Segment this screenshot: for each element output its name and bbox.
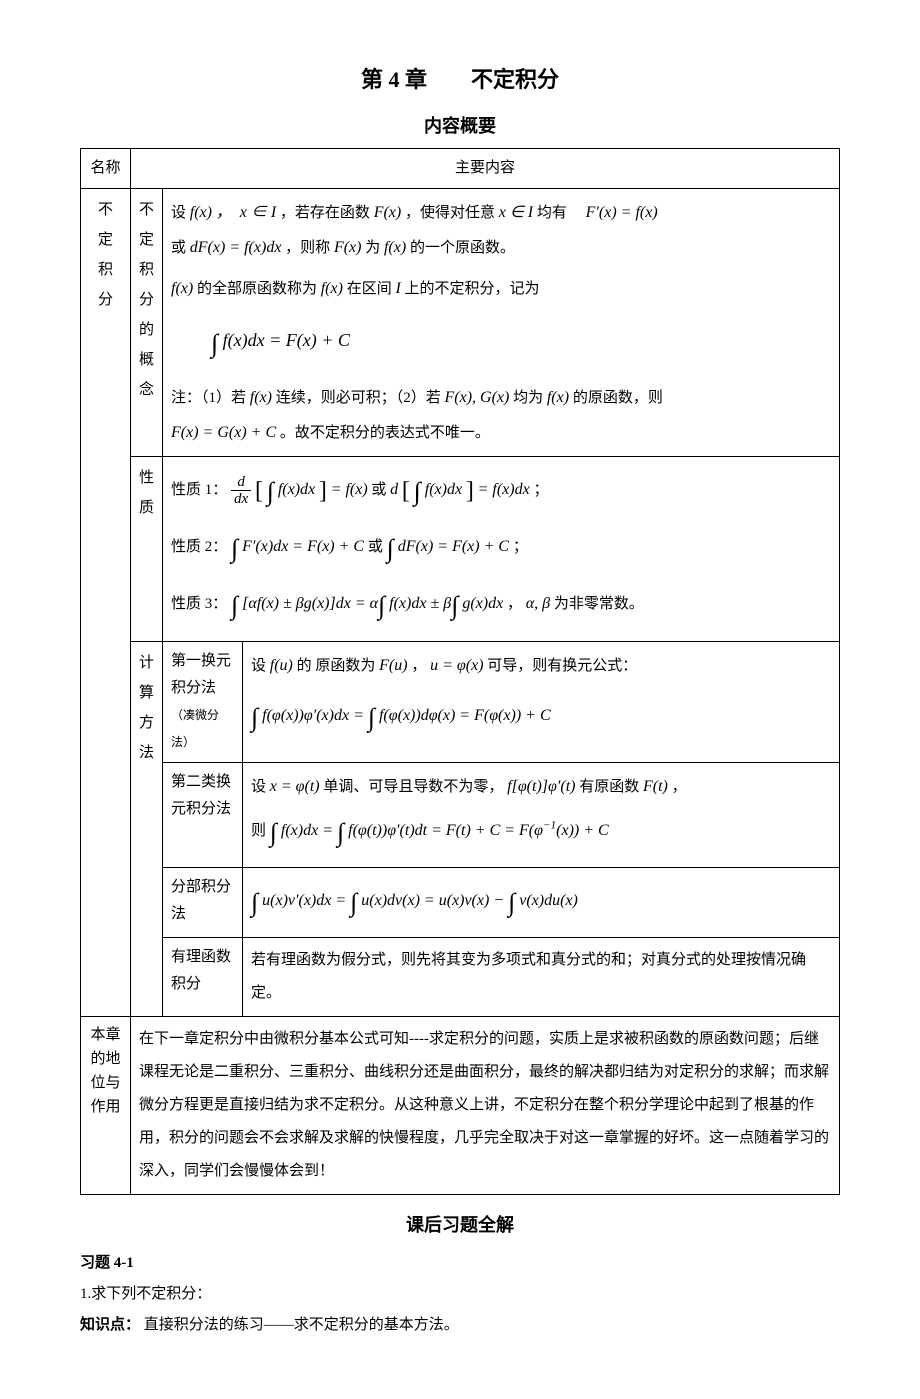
chapter-title: 第 4 章 不定积分	[80, 60, 840, 100]
t: ，使得对任意	[405, 205, 495, 221]
t: 性质 1：	[171, 482, 227, 498]
question-1: 1.求下列不定积分：	[80, 1281, 840, 1308]
tip-label: 知识点：	[80, 1317, 140, 1333]
t: 。故不定积分的表达式不唯一。	[280, 425, 490, 441]
role-label: 本章的地位与作用	[81, 1017, 131, 1195]
f: x ∈ I	[499, 204, 533, 221]
t: 第一换元积分法	[171, 653, 231, 696]
f: f(x)	[190, 204, 212, 221]
f: d	[390, 481, 398, 498]
concept-label: 不定积分的概念	[131, 188, 163, 456]
f: f(x)	[384, 239, 406, 256]
frac-den: dx	[231, 491, 251, 508]
t: ，	[507, 596, 522, 612]
t: 连续，则必可积；（2）若	[276, 390, 445, 406]
t: 为	[365, 240, 384, 256]
t: 性质 2：	[171, 539, 227, 555]
t: 则	[251, 823, 270, 839]
t: 的原函数，则	[573, 390, 663, 406]
f: ， x ∈ I	[216, 204, 276, 221]
t: 为非零常数。	[554, 596, 644, 612]
row-label-integral: 不定积分	[81, 188, 131, 1016]
t: 设	[251, 779, 270, 795]
section-title: 课后习题全解	[80, 1209, 840, 1241]
method1-label: 第一换元积分法 （凑微分法）	[163, 641, 243, 762]
t: 均为	[513, 390, 547, 406]
t: 的全部原函数称为	[197, 281, 321, 297]
f: F(x) = G(x) + C	[171, 424, 276, 441]
method2-label: 第二类换元积分法	[163, 762, 243, 867]
f: dF(x) = f(x)dx	[190, 239, 282, 256]
f: = f(x)	[331, 481, 368, 498]
t: ，	[411, 658, 426, 674]
f: = f(x)dx	[478, 481, 530, 498]
t: 设	[251, 658, 270, 674]
f: I	[395, 280, 400, 297]
f: F(x)	[374, 204, 402, 221]
exercise-label: 习题 4-1	[80, 1250, 840, 1277]
f: f(x)	[250, 389, 272, 406]
f: F(u)	[379, 657, 407, 674]
f: F(x)	[334, 239, 362, 256]
f: f[φ(t)]φ′(t)	[507, 778, 575, 795]
method4-content: 若有理函数为假分式，则先将其变为多项式和真分式的和；对真分式的处理按情况确定。	[243, 938, 840, 1017]
t: ，	[672, 779, 687, 795]
t: 上的不定积分，记为	[405, 281, 540, 297]
t: （凑微分法）	[171, 708, 219, 749]
content-subtitle: 内容概要	[80, 110, 840, 142]
tip-line: 知识点： 直接积分法的练习——求不定积分的基本方法。	[80, 1312, 840, 1339]
header-content: 主要内容	[131, 148, 840, 188]
f: f(u)	[270, 657, 293, 674]
t: 有原函数	[579, 779, 643, 795]
method3-content: ∫ u(x)v′(x)dx = ∫ u(x)dv(x) = u(x)v(x) −…	[243, 868, 840, 938]
f: x = φ(t)	[270, 778, 320, 795]
t: ，若存在函数	[280, 205, 370, 221]
prop-label: 性质	[131, 457, 163, 642]
t: ，则称	[285, 240, 330, 256]
frac-num: d	[231, 474, 251, 492]
concept-content: 设 f(x) ， x ∈ I ，若存在函数 F(x) ，使得对任意 x ∈ I …	[163, 188, 840, 456]
method1-content: 设 f(u) 的 原函数为 F(u) ， u = φ(x) 可导，则有换元公式：…	[243, 641, 840, 762]
f: F(x), G(x)	[445, 389, 510, 406]
method2-content: 设 x = φ(t) 单调、可导且导数不为零， f[φ(t)]φ′(t) 有原函…	[243, 762, 840, 867]
t: 性质 3：	[171, 596, 227, 612]
t: 设	[171, 205, 186, 221]
t: 或	[371, 482, 390, 498]
tip-text: 直接积分法的练习——求不定积分的基本方法。	[144, 1317, 459, 1333]
f: f(x)	[321, 280, 343, 297]
t: 或	[171, 240, 186, 256]
f: f(x)	[171, 280, 193, 297]
f: F′(x) = f(x)	[586, 204, 658, 221]
header-name: 名称	[81, 148, 131, 188]
t: 注：（1）若	[171, 390, 250, 406]
t: ；	[513, 539, 528, 555]
f: F(t)	[643, 778, 668, 795]
fraction: d dx	[231, 474, 251, 508]
method4-label: 有理函数积分	[163, 938, 243, 1017]
method3-label: 分部积分法	[163, 868, 243, 938]
t: ；	[533, 482, 548, 498]
t: 的 原函数为	[297, 658, 380, 674]
prop-content: 性质 1： d dx [ ∫ f(x)dx ] = f(x) 或 d [ ∫ f…	[163, 457, 840, 642]
concept-formula: ∫ f(x)dx = F(x) + C	[211, 315, 831, 372]
t: 的一个原函数。	[410, 240, 515, 256]
role-content: 在下一章定积分中由微积分基本公式可知----求定积分的问题，实质上是求被积函数的…	[131, 1017, 840, 1195]
t: 可导，则有换元公式：	[487, 658, 637, 674]
t: 单调、可导且导数不为零，	[323, 779, 503, 795]
f: α, β	[526, 595, 550, 612]
f: f(x)	[547, 389, 569, 406]
calc-label: 计算方法	[131, 641, 163, 1017]
t: 或	[368, 539, 387, 555]
f: u = φ(x)	[430, 657, 483, 674]
summary-table: 名称 主要内容 不定积分 不定积分的概念 设 f(x) ， x ∈ I ，若存在…	[80, 148, 840, 1195]
t: 在区间	[347, 281, 396, 297]
t: 均有	[537, 205, 582, 221]
